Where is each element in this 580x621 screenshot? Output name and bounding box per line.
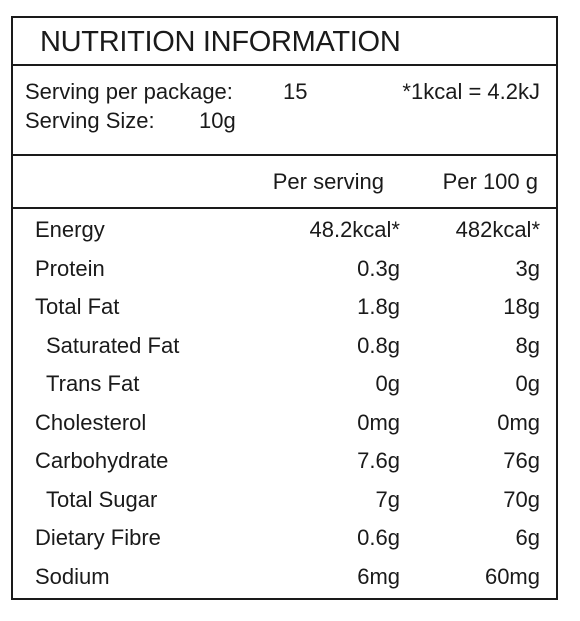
per-100g-value: 3g (515, 255, 540, 281)
per-serving-value: 7g (375, 486, 400, 512)
per-serving-value: 1.8g (357, 294, 400, 319)
per-serving-value: 0.8g (357, 332, 400, 358)
panel-title: NUTRITION INFORMATION (13, 18, 556, 66)
nutrition-panel: NUTRITION INFORMATION Serving per packag… (11, 16, 558, 600)
per-serving-value: 7.6g (357, 448, 400, 473)
serving-size-value: 10g (199, 108, 236, 133)
per-serving-value: 0.3g (357, 255, 400, 281)
column-header-row: Per serving Per 100 g (13, 156, 556, 209)
per-100g-value: 70g (503, 486, 540, 512)
nutrient-name: Protein (35, 255, 105, 281)
nutrient-name: Sodium (35, 563, 110, 589)
nutrient-name: Cholesterol (35, 409, 147, 435)
per-serving-value: 6mg (357, 563, 400, 589)
table-row: Total Fat 1.8g 18g (13, 288, 556, 327)
nutrient-name: Total Sugar (46, 486, 158, 512)
per-100g-value: 0g (515, 371, 540, 396)
per-100g-value: 482kcal* (455, 217, 540, 242)
servings-per-package-value: 15 (283, 79, 308, 104)
per-100g-value: 0mg (497, 409, 540, 435)
table-row: Sodium 6mg 60mg (13, 558, 556, 597)
nutrient-name: Saturated Fat (46, 332, 180, 358)
nutrient-name: Total Fat (35, 294, 120, 319)
serving-info: Serving per package: 15 *1kcal = 4.2kJ S… (13, 66, 556, 156)
per-100g-value: 18g (503, 294, 540, 319)
nutrient-name: Carbohydrate (35, 448, 169, 473)
servings-per-package-label: Serving per package: (25, 79, 233, 104)
table-row: Total Sugar 7g 70g (13, 481, 556, 520)
per-100g-value: 8g (515, 332, 540, 358)
per-serving-value: 0mg (357, 409, 400, 435)
per-100g-value: 6g (515, 525, 540, 550)
table-row: Trans Fat 0g 0g (13, 365, 556, 404)
nutrient-name: Trans Fat (46, 371, 140, 396)
table-row: Dietary Fibre 0.6g 6g (13, 519, 556, 558)
column-header-per-serving: Per serving (272, 169, 384, 194)
nutrient-name: Dietary Fibre (35, 525, 161, 550)
nutrient-name: Energy (35, 217, 105, 242)
nutrient-table: Energy 48.2kcal* 482kcal* Protein 0.3g 3g Tota… (13, 211, 556, 596)
per-serving-value: 48.2kcal* (309, 217, 400, 242)
table-row: Carbohydrate 7.6g 76g (13, 442, 556, 481)
per-100g-value: 76g (503, 448, 540, 473)
per-serving-value: 0g (375, 371, 400, 396)
per-serving-value: 0.6g (357, 525, 400, 550)
table-row: Saturated Fat 0.8g 8g (13, 327, 556, 366)
table-row: Protein 0.3g 3g (13, 250, 556, 289)
table-row: Cholesterol 0mg 0mg (13, 404, 556, 443)
energy-conversion-note: *1kcal = 4.2kJ (402, 79, 540, 104)
table-row: Energy 48.2kcal* 482kcal* (13, 211, 556, 250)
per-100g-value: 60mg (484, 563, 540, 589)
serving-size-label: Serving Size: (25, 108, 155, 133)
column-header-per-100g: Per 100 g (442, 169, 538, 194)
